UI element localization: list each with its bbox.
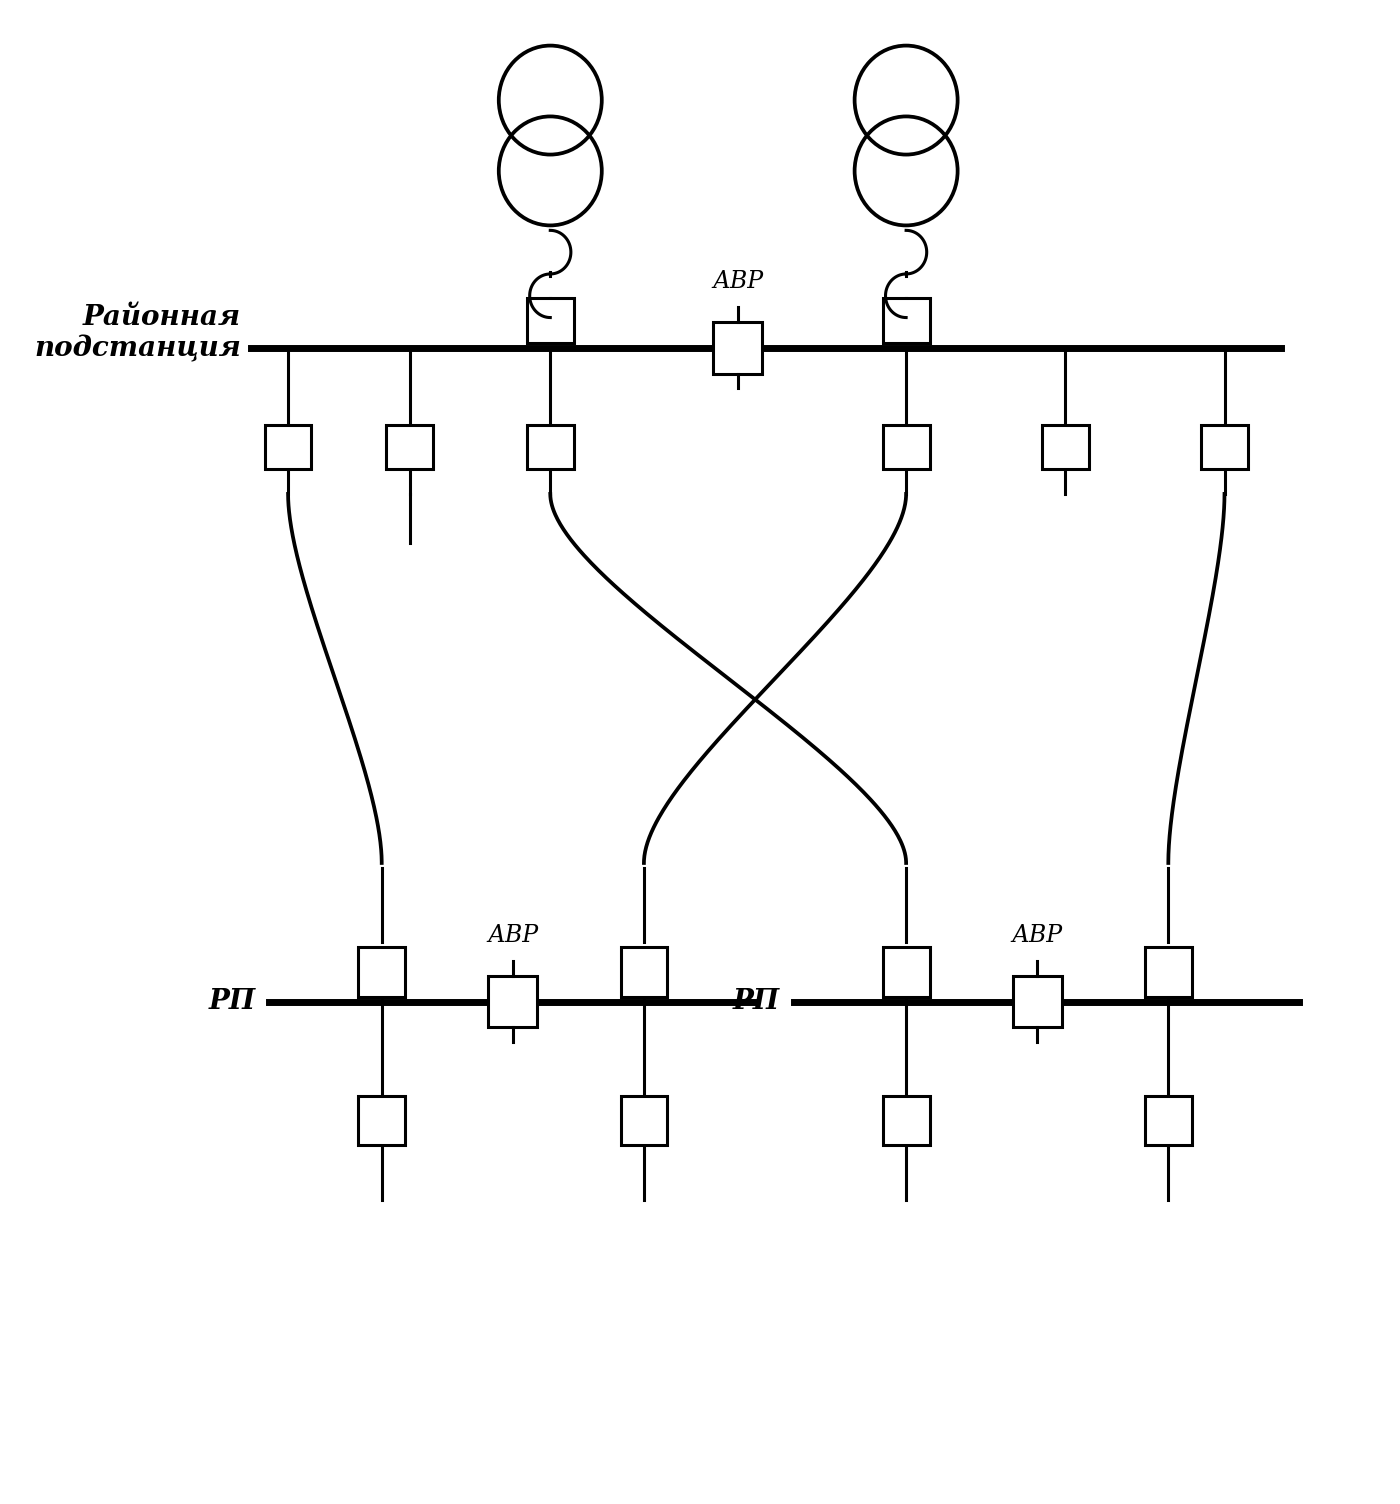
FancyBboxPatch shape xyxy=(1145,948,1191,997)
FancyBboxPatch shape xyxy=(526,298,574,343)
FancyBboxPatch shape xyxy=(620,1096,668,1146)
FancyBboxPatch shape xyxy=(883,1096,930,1146)
Text: АВР: АВР xyxy=(713,271,763,293)
FancyBboxPatch shape xyxy=(620,948,668,997)
FancyBboxPatch shape xyxy=(883,424,930,469)
FancyBboxPatch shape xyxy=(265,424,311,469)
Text: РП: РП xyxy=(209,988,255,1015)
FancyBboxPatch shape xyxy=(1145,1096,1191,1146)
FancyBboxPatch shape xyxy=(358,948,405,997)
FancyBboxPatch shape xyxy=(358,1096,405,1146)
FancyBboxPatch shape xyxy=(526,424,574,469)
FancyBboxPatch shape xyxy=(1042,424,1089,469)
Text: АВР: АВР xyxy=(487,923,539,948)
Text: АВР: АВР xyxy=(1012,923,1063,948)
FancyBboxPatch shape xyxy=(1012,976,1061,1027)
FancyBboxPatch shape xyxy=(713,322,762,373)
FancyBboxPatch shape xyxy=(1201,424,1247,469)
Text: РП: РП xyxy=(732,988,780,1015)
FancyBboxPatch shape xyxy=(386,424,433,469)
Text: Районная
подстанция: Районная подстанция xyxy=(35,304,241,362)
FancyBboxPatch shape xyxy=(883,948,930,997)
FancyBboxPatch shape xyxy=(883,298,930,343)
FancyBboxPatch shape xyxy=(489,976,538,1027)
